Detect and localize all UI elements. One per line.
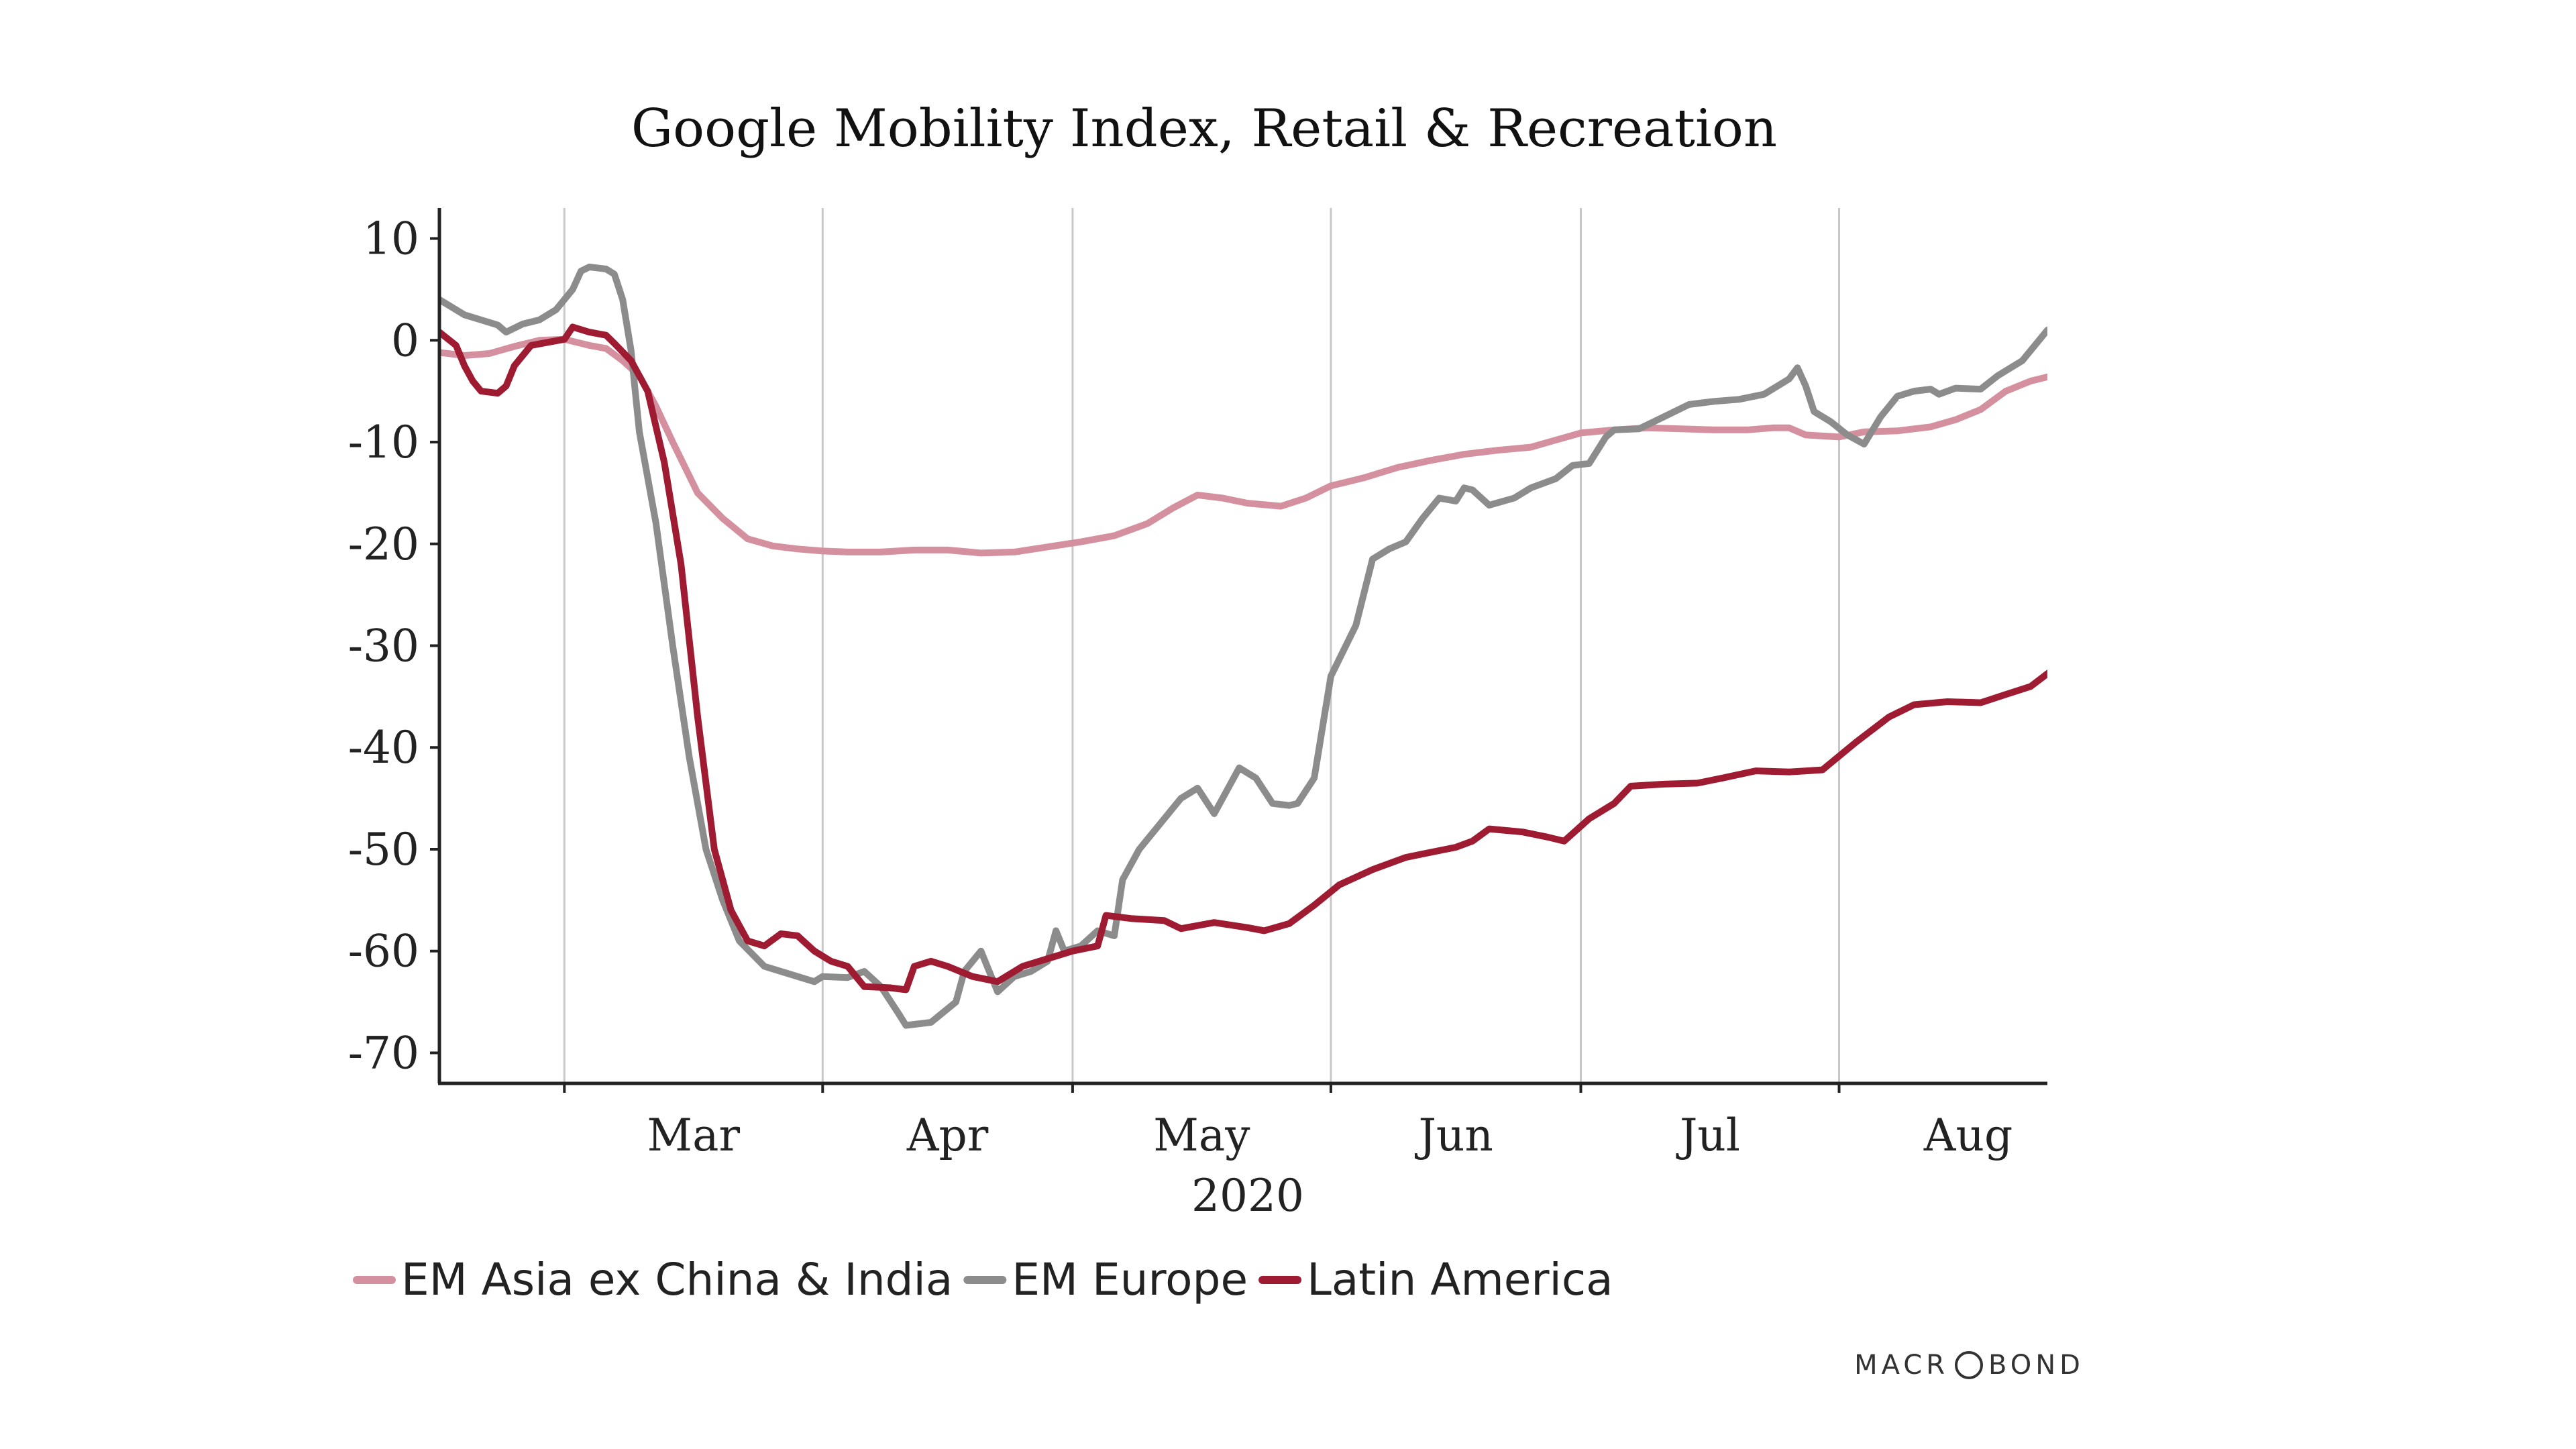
brand-text-left: MACR xyxy=(1854,1350,1949,1381)
y-tick-labels: 10 0 -10 -20 -30 -40 -50 -60 -70 xyxy=(348,213,419,1079)
vertical-gridlines xyxy=(563,208,1841,1083)
x-tick-label-jul: Jul xyxy=(1676,1110,1740,1161)
x-axis-label: 2020 xyxy=(1191,1170,1304,1222)
x-tick-label-mar: Mar xyxy=(647,1110,741,1161)
y-tick-label: -70 xyxy=(348,1027,419,1079)
legend: EM Asia ex China & India EM Europe Latin A… xyxy=(353,1254,1613,1305)
y-tick-label: -40 xyxy=(348,722,419,773)
series-lines xyxy=(439,264,2047,1029)
y-tick-label: -10 xyxy=(348,417,419,468)
macrobond-logo: MACR BOND xyxy=(1854,1350,2084,1381)
y-tick-label: 10 xyxy=(363,213,419,265)
y-tick-label: -60 xyxy=(348,926,419,977)
y-tick-label: -50 xyxy=(348,824,419,875)
x-tick-label-jun: Jun xyxy=(1414,1110,1493,1161)
y-tick-label: -20 xyxy=(348,519,419,570)
x-tick-label-may: May xyxy=(1153,1110,1250,1161)
x-tick-label-aug: Aug xyxy=(1923,1110,2012,1161)
chart-title: Google Mobility Index, Retail & Recreati… xyxy=(631,99,1777,159)
x-tick-labels: Mar Apr May Jun Jul Aug xyxy=(647,1110,2013,1161)
legend-label-em-europe: EM Europe xyxy=(1012,1254,1248,1305)
series-line-latin-america xyxy=(439,323,2047,994)
y-tick-label: 0 xyxy=(391,315,419,366)
brand-o-icon xyxy=(1955,1351,1983,1379)
axes xyxy=(430,208,2047,1093)
legend-label-em-asia-ex-china-india: EM Asia ex China & India xyxy=(401,1254,953,1305)
series-line-em-europe xyxy=(439,264,2047,1029)
legend-label-latin-america: Latin America xyxy=(1307,1254,1613,1305)
y-tick-label: -30 xyxy=(348,621,419,672)
series-line-em-asia-ex-china-india xyxy=(439,335,2047,557)
brand-text-right: BOND xyxy=(1988,1350,2084,1381)
x-tick-label-apr: Apr xyxy=(906,1110,989,1161)
